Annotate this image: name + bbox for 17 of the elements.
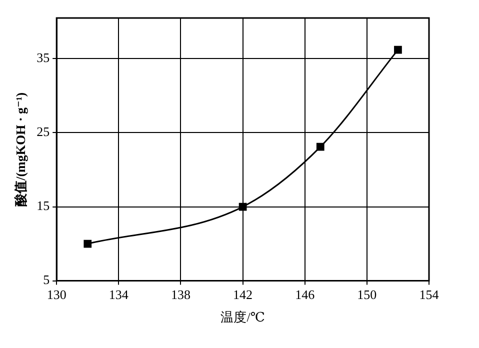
x-tick-label: 146	[295, 287, 316, 302]
x-tick-label: 154	[419, 287, 440, 302]
x-tick-label: 134	[108, 287, 129, 302]
point	[316, 142, 324, 151]
y-tick-label: 5	[43, 272, 50, 288]
x-tick-label: 138	[170, 287, 190, 302]
x-axis-title: 温度/℃	[220, 310, 265, 325]
y-tick-label: 35	[36, 50, 50, 66]
x-tick-label: 130	[46, 287, 66, 302]
y-tick-label: 25	[36, 124, 50, 140]
x-tick-label: 142	[233, 287, 253, 302]
point	[394, 46, 402, 54]
y-tick-label: 15	[36, 198, 50, 214]
point	[238, 202, 247, 211]
point	[84, 240, 92, 248]
x-tick-label: 150	[357, 287, 377, 302]
y-axis-title: 酸值/(mgKOH · g⁻¹)	[13, 92, 28, 206]
